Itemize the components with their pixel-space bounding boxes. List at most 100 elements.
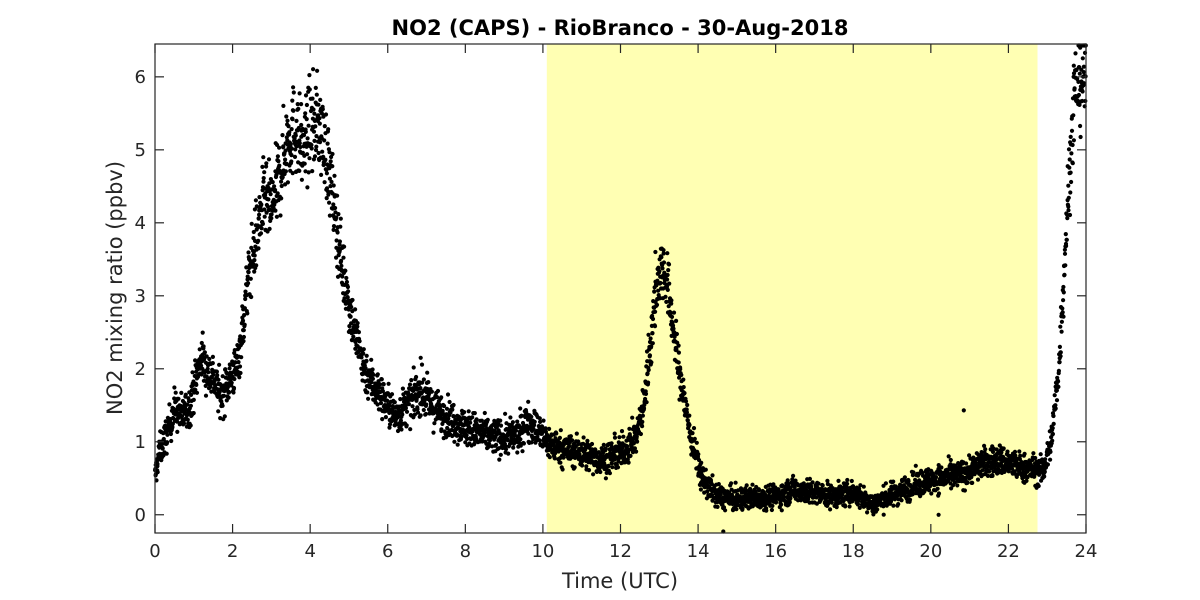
data-point [1066,204,1071,209]
data-point [447,399,452,405]
data-point [669,314,675,319]
data-point [526,399,531,404]
data-point [764,508,769,513]
data-point [474,417,479,422]
chart-title: NO2 (CAPS) - RioBranco - 30-Aug-2018 [392,16,849,40]
data-point [601,442,606,447]
data-point [769,507,775,513]
data-point [692,436,697,441]
data-point [1054,388,1059,393]
data-point [311,129,317,134]
data-point [494,442,499,447]
data-point [979,450,984,455]
data-point [610,465,615,470]
data-point [298,144,303,150]
data-point [323,112,329,117]
data-point [279,196,284,201]
data-point [260,221,265,226]
data-point [654,282,659,287]
data-point [683,399,689,404]
data-point [369,357,374,362]
data-point [318,97,323,102]
data-point [1009,466,1015,471]
data-point [380,389,385,394]
data-point [1042,469,1047,474]
data-point [946,454,951,459]
data-point [194,390,200,395]
data-point [392,400,397,405]
data-point [294,118,299,123]
data-point [1067,165,1072,170]
data-point [322,124,327,129]
data-point [810,480,815,485]
data-point [666,304,671,309]
data-point [293,147,298,152]
x-axis-label: Time (UTC) [561,569,678,593]
data-point [669,301,674,306]
data-point [221,393,227,398]
data-point [479,418,484,423]
data-point [792,485,797,490]
data-point [617,435,622,440]
data-point [317,140,323,145]
data-point [503,411,508,416]
data-point [418,413,423,418]
y-tick-label: 1 [135,432,146,453]
data-point [845,481,850,486]
data-point [1056,379,1061,384]
data-point [645,371,650,376]
data-point [167,402,172,407]
data-point [242,322,247,327]
data-point [175,429,180,434]
data-point [379,377,384,382]
data-point [1058,324,1063,329]
data-point [420,380,425,385]
data-point [385,398,390,403]
data-point [376,379,381,384]
data-point [1083,98,1088,104]
data-point [521,441,527,446]
data-point [698,487,704,492]
data-point [967,453,972,458]
data-point [313,85,318,90]
data-point [344,275,349,281]
data-point [325,141,330,146]
data-point [303,169,308,174]
data-point [378,382,383,387]
data-point [328,159,333,164]
data-point [303,111,308,116]
data-point [452,439,457,444]
data-point [231,385,237,391]
data-point [412,412,417,417]
data-point [191,397,196,402]
data-point [165,440,170,445]
data-point [334,255,339,260]
data-point [204,354,209,359]
data-point [311,67,316,72]
data-point [674,331,680,337]
data-point [607,471,613,476]
data-point [665,272,670,278]
data-point [334,238,339,243]
data-point [825,478,830,483]
data-point [497,431,502,436]
data-point [965,480,970,485]
data-point [275,191,280,196]
data-point [464,433,469,438]
data-point [659,255,664,260]
data-point [251,229,256,235]
data-point [359,355,364,360]
data-point [652,324,658,329]
data-point [589,441,595,447]
data-point [1051,413,1056,419]
data-point [264,161,269,166]
data-point [1073,51,1078,56]
data-point [462,410,467,415]
data-point [444,406,450,411]
data-point [236,360,241,365]
data-point [389,392,395,397]
data-point [665,251,670,256]
data-point [975,477,981,482]
data-point [293,133,298,138]
data-point [1069,128,1075,133]
